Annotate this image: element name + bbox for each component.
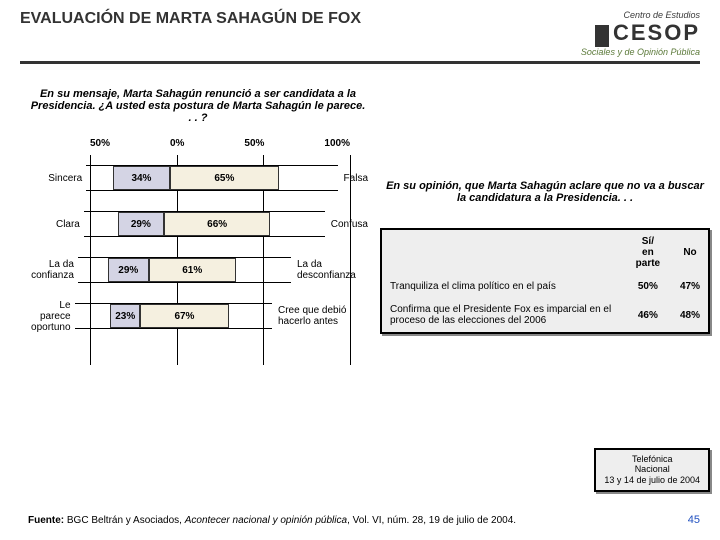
bar-left-label: Le parece oportuno bbox=[28, 300, 75, 333]
header-rule bbox=[20, 61, 700, 64]
bar-right-label: La da desconfianza bbox=[291, 259, 368, 281]
logo-main: CESOP bbox=[613, 20, 700, 45]
bar-cell: 23%67% bbox=[75, 303, 272, 329]
logo: Centro de Estudios CESOP Sociales y de O… bbox=[581, 10, 700, 57]
bar-left-label: Clara bbox=[28, 219, 84, 230]
bar-neg: 29% bbox=[108, 258, 149, 282]
table-row: Confirma que el Presidente Fox es imparc… bbox=[382, 298, 708, 332]
bar-right-label: Confusa bbox=[325, 219, 368, 230]
table-header bbox=[382, 230, 624, 275]
page-number: 45 bbox=[688, 514, 700, 526]
bar-pos: 65% bbox=[170, 166, 279, 190]
bar-cell: 34%65% bbox=[86, 165, 337, 191]
logo-main-row: CESOP bbox=[581, 20, 700, 47]
bar-neg: 29% bbox=[118, 212, 165, 236]
table-row-label: Tranquiliza el clima político en el país bbox=[382, 275, 624, 298]
table-cell: 50% bbox=[624, 275, 672, 298]
chart-bars: Sincera34%65%FalsaClara29%66%ConfusaLa d… bbox=[28, 155, 368, 339]
chart-wrap: Sincera34%65%FalsaClara29%66%ConfusaLa d… bbox=[28, 155, 368, 339]
table-row: Tranquiliza el clima político en el país… bbox=[382, 275, 708, 298]
axis-tick-label: 0% bbox=[170, 138, 184, 149]
source-line: Fuente: BGC Beltrán y Asociados, Acontec… bbox=[28, 515, 516, 526]
axis-tick-label: 50% bbox=[90, 138, 110, 149]
source-pre: Fuente: bbox=[28, 515, 67, 526]
logo-bar-icon bbox=[595, 25, 609, 47]
bar-right-label: Cree que debió hacerlo antes bbox=[272, 305, 368, 327]
bar-right-label: Falsa bbox=[338, 173, 368, 184]
info-l3: 13 y 14 de julio de 2004 bbox=[604, 475, 700, 486]
table-row-label: Confirma que el Presidente Fox es imparc… bbox=[382, 298, 624, 332]
bar-cell: 29%61% bbox=[78, 257, 291, 283]
bar-left-label: Sincera bbox=[28, 173, 86, 184]
left-panel: En su mensaje, Marta Sahagún renunció a … bbox=[28, 88, 368, 339]
chart-question: En su mensaje, Marta Sahagún renunció a … bbox=[28, 88, 368, 124]
table-cell: 48% bbox=[672, 298, 708, 332]
right-table: Sí/en parteNoTranquiliza el clima políti… bbox=[380, 228, 710, 334]
bar-neg: 23% bbox=[110, 304, 140, 328]
table-header: Sí/en parte bbox=[624, 230, 672, 275]
axis-tick-label: 100% bbox=[324, 138, 350, 149]
source-a: BGC Beltrán y Asociados, bbox=[67, 515, 185, 526]
bar-neg: 34% bbox=[113, 166, 170, 190]
info-l1: Telefónica bbox=[604, 454, 700, 465]
bar-left-label: La da confianza bbox=[28, 259, 78, 281]
logo-top: Centro de Estudios bbox=[581, 10, 700, 20]
page-title: EVALUACIÓN DE MARTA SAHAGÚN DE FOX bbox=[20, 10, 581, 28]
axis-tick-label: 50% bbox=[244, 138, 264, 149]
right-panel: En su opinión, que Marta Sahagún aclare … bbox=[380, 180, 710, 334]
table-cell: 46% bbox=[624, 298, 672, 332]
bar-pos: 61% bbox=[149, 258, 236, 282]
source-post: , Vol. VI, núm. 28, 19 de julio de 2004. bbox=[347, 515, 516, 526]
source-i: Acontecer nacional y opinión pública bbox=[185, 515, 347, 526]
table-cell: 47% bbox=[672, 275, 708, 298]
bar-pos: 66% bbox=[164, 212, 270, 236]
right-question: En su opinión, que Marta Sahagún aclare … bbox=[380, 180, 710, 204]
bar-cell: 29%66% bbox=[84, 211, 325, 237]
bar-row: Le parece oportuno23%67%Cree que debió h… bbox=[28, 293, 368, 339]
info-l2: Nacional bbox=[604, 464, 700, 475]
bar-row: Clara29%66%Confusa bbox=[28, 201, 368, 247]
bar-row: La da confianza29%61%La da desconfianza bbox=[28, 247, 368, 293]
table-header: No bbox=[672, 230, 708, 275]
bar-row: Sincera34%65%Falsa bbox=[28, 155, 368, 201]
logo-sub: Sociales y de Opinión Pública bbox=[581, 47, 700, 57]
chart-axis: 50% 0% 50% 100% bbox=[90, 138, 350, 149]
bar-pos: 67% bbox=[140, 304, 228, 328]
info-box: Telefónica Nacional 13 y 14 de julio de … bbox=[594, 448, 710, 492]
